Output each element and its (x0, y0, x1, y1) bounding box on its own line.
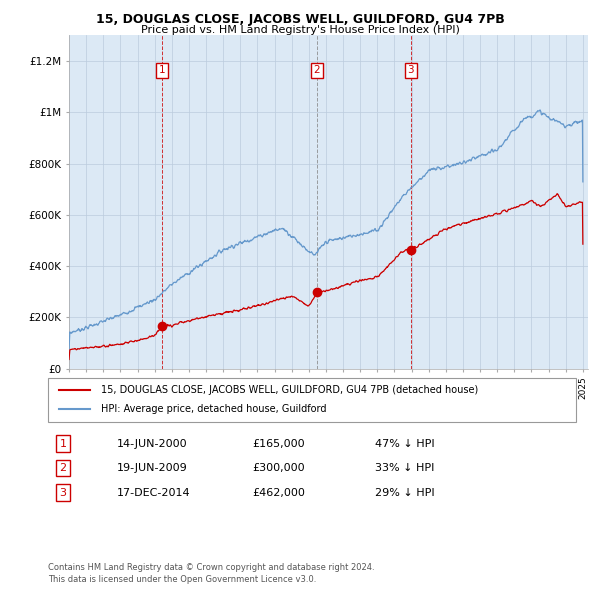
Text: Price paid vs. HM Land Registry's House Price Index (HPI): Price paid vs. HM Land Registry's House … (140, 25, 460, 35)
Text: 2: 2 (59, 463, 67, 473)
Text: 47% ↓ HPI: 47% ↓ HPI (375, 439, 434, 448)
Text: 1: 1 (159, 65, 166, 76)
Text: Contains HM Land Registry data © Crown copyright and database right 2024.: Contains HM Land Registry data © Crown c… (48, 563, 374, 572)
Text: 15, DOUGLAS CLOSE, JACOBS WELL, GUILDFORD, GU4 7PB (detached house): 15, DOUGLAS CLOSE, JACOBS WELL, GUILDFOR… (101, 385, 478, 395)
Text: 3: 3 (407, 65, 414, 76)
Text: 29% ↓ HPI: 29% ↓ HPI (375, 488, 434, 497)
Text: 14-JUN-2000: 14-JUN-2000 (117, 439, 188, 448)
Text: £300,000: £300,000 (252, 463, 305, 473)
Text: 17-DEC-2014: 17-DEC-2014 (117, 488, 191, 497)
Text: 15, DOUGLAS CLOSE, JACOBS WELL, GUILDFORD, GU4 7PB: 15, DOUGLAS CLOSE, JACOBS WELL, GUILDFOR… (95, 13, 505, 26)
Text: 3: 3 (59, 488, 67, 497)
Text: 2: 2 (313, 65, 320, 76)
Text: 19-JUN-2009: 19-JUN-2009 (117, 463, 188, 473)
Text: This data is licensed under the Open Government Licence v3.0.: This data is licensed under the Open Gov… (48, 575, 316, 584)
Text: 33% ↓ HPI: 33% ↓ HPI (375, 463, 434, 473)
FancyBboxPatch shape (48, 378, 576, 422)
Text: £165,000: £165,000 (252, 439, 305, 448)
Text: 1: 1 (59, 439, 67, 448)
Text: HPI: Average price, detached house, Guildford: HPI: Average price, detached house, Guil… (101, 405, 326, 414)
Text: £462,000: £462,000 (252, 488, 305, 497)
